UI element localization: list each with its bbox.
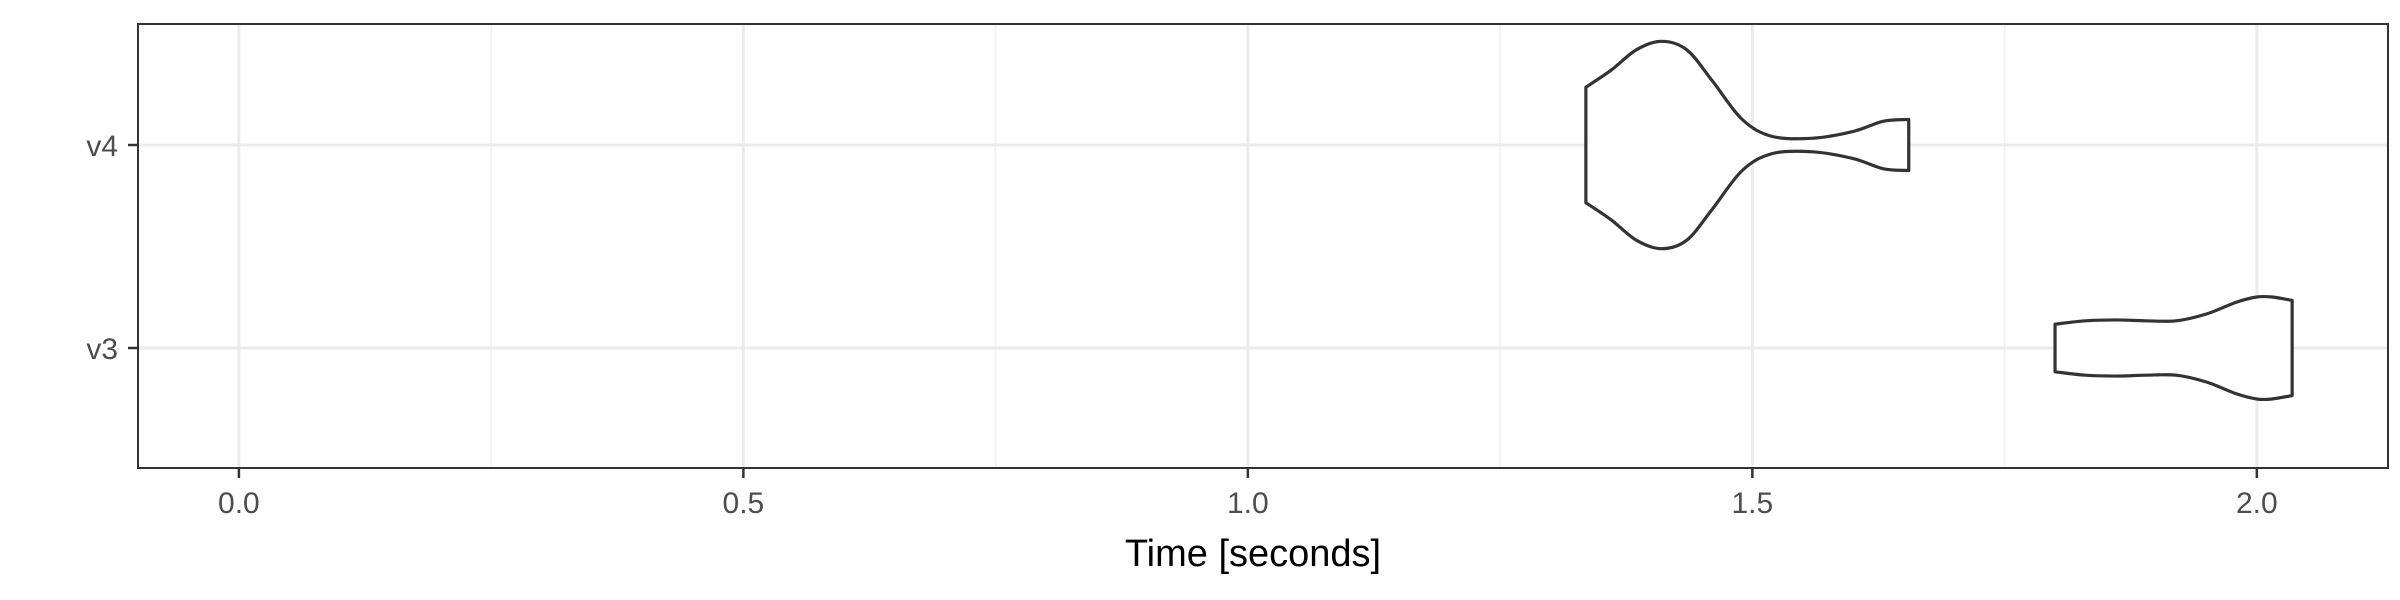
x-tick-label: 1.5 [1731, 487, 1773, 520]
violin-v3 [2053, 294, 2294, 402]
y-tick-label: v3 [86, 333, 118, 366]
x-axis: 0.0 0.5 1.0 1.5 2.0 [218, 468, 2278, 520]
x-tick-label: 2.0 [2236, 487, 2278, 520]
grid-layer [138, 24, 2388, 468]
x-tick-label: 1.0 [1227, 487, 1269, 520]
violin-layer [1584, 39, 2294, 402]
x-tick-label: 0.5 [723, 487, 765, 520]
x-axis-title: Time [seconds] [1125, 533, 1381, 575]
violin-v4 [1584, 39, 1911, 251]
y-axis: v3 v4 [86, 130, 138, 366]
x-tick-label: 0.0 [218, 487, 260, 520]
y-tick-label: v4 [86, 130, 118, 163]
panel-border [137, 23, 2389, 469]
